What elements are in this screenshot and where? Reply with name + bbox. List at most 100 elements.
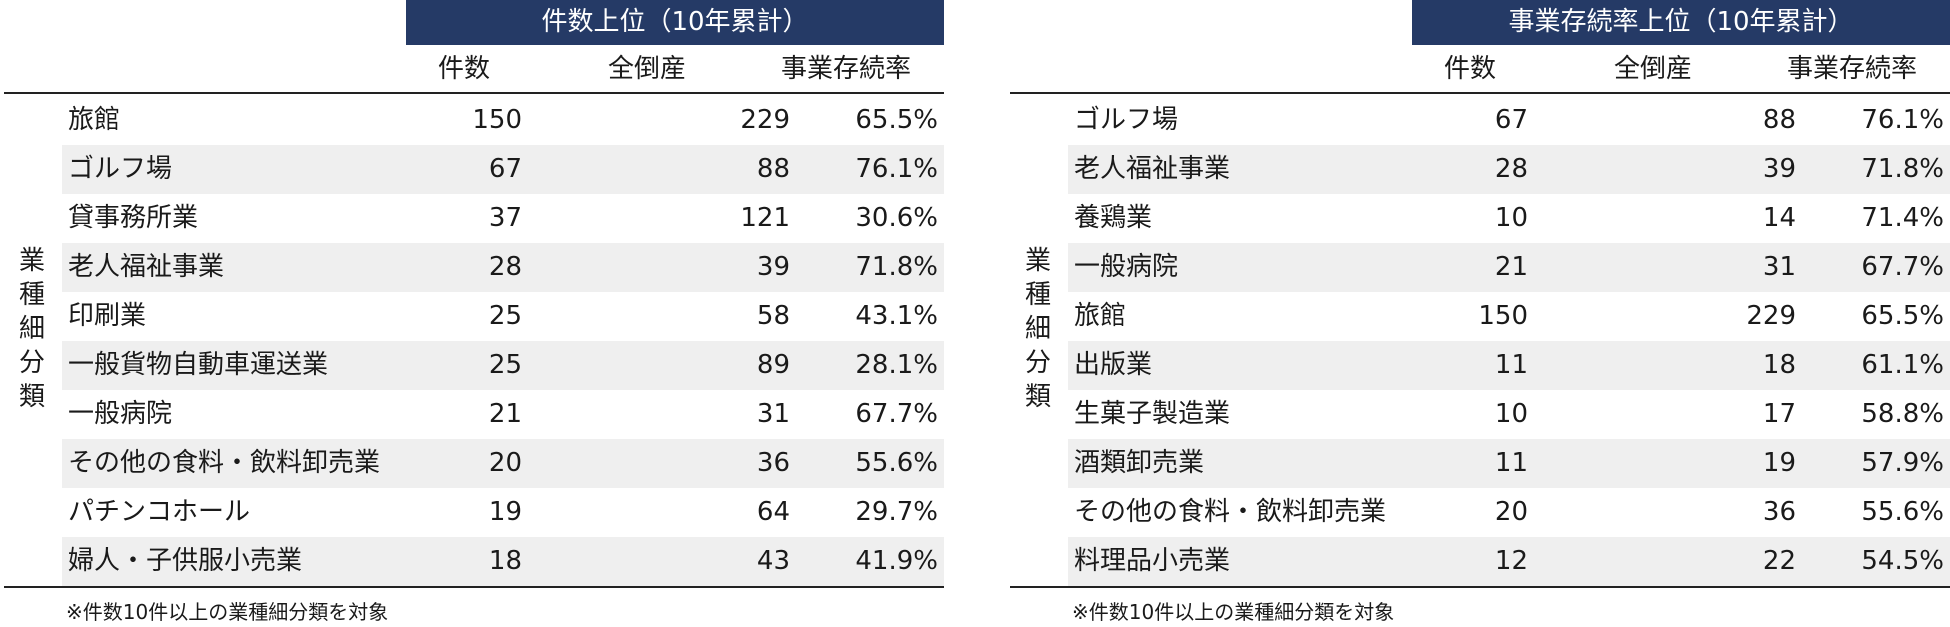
row-total: 31 [1762,252,1796,282]
row-count: 10 [1494,399,1528,429]
row-rate: 55.6% [1861,497,1944,527]
table-row: 婦人・子供服小売業 18 43 41.9% [62,537,944,586]
category-label-char: 分 [18,348,45,378]
row-count: 10 [1494,203,1528,233]
row-count: 18 [488,546,522,576]
table-top-rule [1010,92,1950,94]
row-rate: 30.6% [855,203,938,233]
column-header-total: 全倒産 [1613,54,1692,84]
table-bottom-rule [4,586,944,588]
row-name: ゴルフ場 [68,154,173,184]
table-row: 出版業 11 18 61.1% [1068,341,1950,390]
table-row: 老人福祉事業 28 39 71.8% [62,243,944,292]
row-name: 一般病院 [68,399,173,429]
table-row: 老人福祉事業 28 39 71.8% [1068,145,1950,194]
table-row: 一般病院 21 31 67.7% [62,390,944,439]
column-header-count: 件数 [1443,54,1496,84]
table-title: 件数上位（10年累計） [406,0,944,45]
table-top-rule [4,92,944,94]
row-total: 31 [756,399,790,429]
row-count: 67 [1494,105,1528,135]
row-name: パチンコホール [68,497,251,527]
row-rate: 57.9% [1861,448,1944,478]
row-name: その他の食料・飲料卸売業 [1074,497,1387,527]
category-label-char: 業 [1024,246,1051,276]
row-count: 21 [488,399,522,429]
row-name: 老人福祉事業 [68,252,225,282]
row-count: 28 [488,252,522,282]
column-header-rate: 事業存続率 [1786,54,1917,84]
row-rate: 61.1% [1861,350,1944,380]
table-row: 酒類卸売業 11 19 57.9% [1068,439,1950,488]
row-count: 20 [1494,497,1528,527]
row-name: 料理品小売業 [1074,546,1231,576]
row-name: ゴルフ場 [1074,105,1179,135]
row-total: 43 [756,546,790,576]
category-label: 業 種 細 分 類 [1010,244,1066,414]
row-count: 25 [488,301,522,331]
table-row: 旅館 150 229 65.5% [62,96,944,145]
row-count: 12 [1494,546,1528,576]
row-total: 229 [1746,301,1796,331]
row-total: 88 [756,154,790,184]
row-rate: 65.5% [1861,301,1944,331]
row-total: 88 [1762,105,1796,135]
row-rate: 65.5% [855,105,938,135]
table-row: 一般貨物自動車運送業 25 89 28.1% [62,341,944,390]
row-name: 旅館 [68,105,121,135]
row-name: 老人福祉事業 [1074,154,1231,184]
row-count: 20 [488,448,522,478]
row-rate: 54.5% [1861,546,1944,576]
row-count: 150 [1478,301,1528,331]
row-count: 150 [472,105,522,135]
row-total: 14 [1762,203,1796,233]
row-name: 出版業 [1074,350,1153,380]
row-total: 36 [1762,497,1796,527]
table-row: その他の食料・飲料卸売業 20 36 55.6% [62,439,944,488]
table-row: 料理品小売業 12 22 54.5% [1068,537,1950,586]
table-row: パチンコホール 19 64 29.7% [62,488,944,537]
row-rate: 43.1% [855,301,938,331]
table-body: 旅館 150 229 65.5% ゴルフ場 67 88 76.1% 貸事務所業 37 121 30… [62,96,944,586]
table-body: ゴルフ場 67 88 76.1% 老人福祉事業 28 39 71.8% 養鶏業 10 14 71.… [1068,96,1950,586]
row-total: 22 [1762,546,1796,576]
row-count: 37 [488,203,522,233]
row-rate: 76.1% [855,154,938,184]
row-total: 229 [740,105,790,135]
row-rate: 55.6% [855,448,938,478]
row-name: 養鶏業 [1074,203,1153,233]
table-title: 事業存続率上位（10年累計） [1412,0,1950,45]
row-count: 67 [488,154,522,184]
row-name: 生菓子製造業 [1074,399,1231,429]
row-name: 貸事務所業 [68,203,199,233]
row-total: 64 [756,497,790,527]
footnote: ※件数10件以上の業種細分類を対象 [1072,600,1395,624]
table-row: 養鶏業 10 14 71.4% [1068,194,1950,243]
category-label: 業 種 細 分 類 [4,244,60,414]
category-label-char: 分 [1024,348,1051,378]
row-name: 一般病院 [1074,252,1179,282]
row-count: 11 [1494,350,1528,380]
table-row: ゴルフ場 67 88 76.1% [62,145,944,194]
table-row: 印刷業 25 58 43.1% [62,292,944,341]
row-rate: 67.7% [1861,252,1944,282]
table-bottom-rule [1010,586,1950,588]
row-total: 39 [1762,154,1796,184]
table-row: 一般病院 21 31 67.7% [1068,243,1950,292]
row-count: 21 [1494,252,1528,282]
row-count: 19 [488,497,522,527]
table-row: ゴルフ場 67 88 76.1% [1068,96,1950,145]
column-header-rate: 事業存続率 [780,54,911,84]
row-rate: 71.4% [1861,203,1944,233]
row-name: 酒類卸売業 [1074,448,1205,478]
row-name: 印刷業 [68,301,147,331]
footnote: ※件数10件以上の業種細分類を対象 [66,600,389,624]
category-label-char: 類 [1024,382,1051,412]
row-rate: 76.1% [1861,105,1944,135]
column-header-count: 件数 [437,54,490,84]
table-row: 旅館 150 229 65.5% [1068,292,1950,341]
column-header-total: 全倒産 [607,54,686,84]
row-count: 11 [1494,448,1528,478]
category-label-char: 細 [1024,314,1051,344]
row-total: 36 [756,448,790,478]
